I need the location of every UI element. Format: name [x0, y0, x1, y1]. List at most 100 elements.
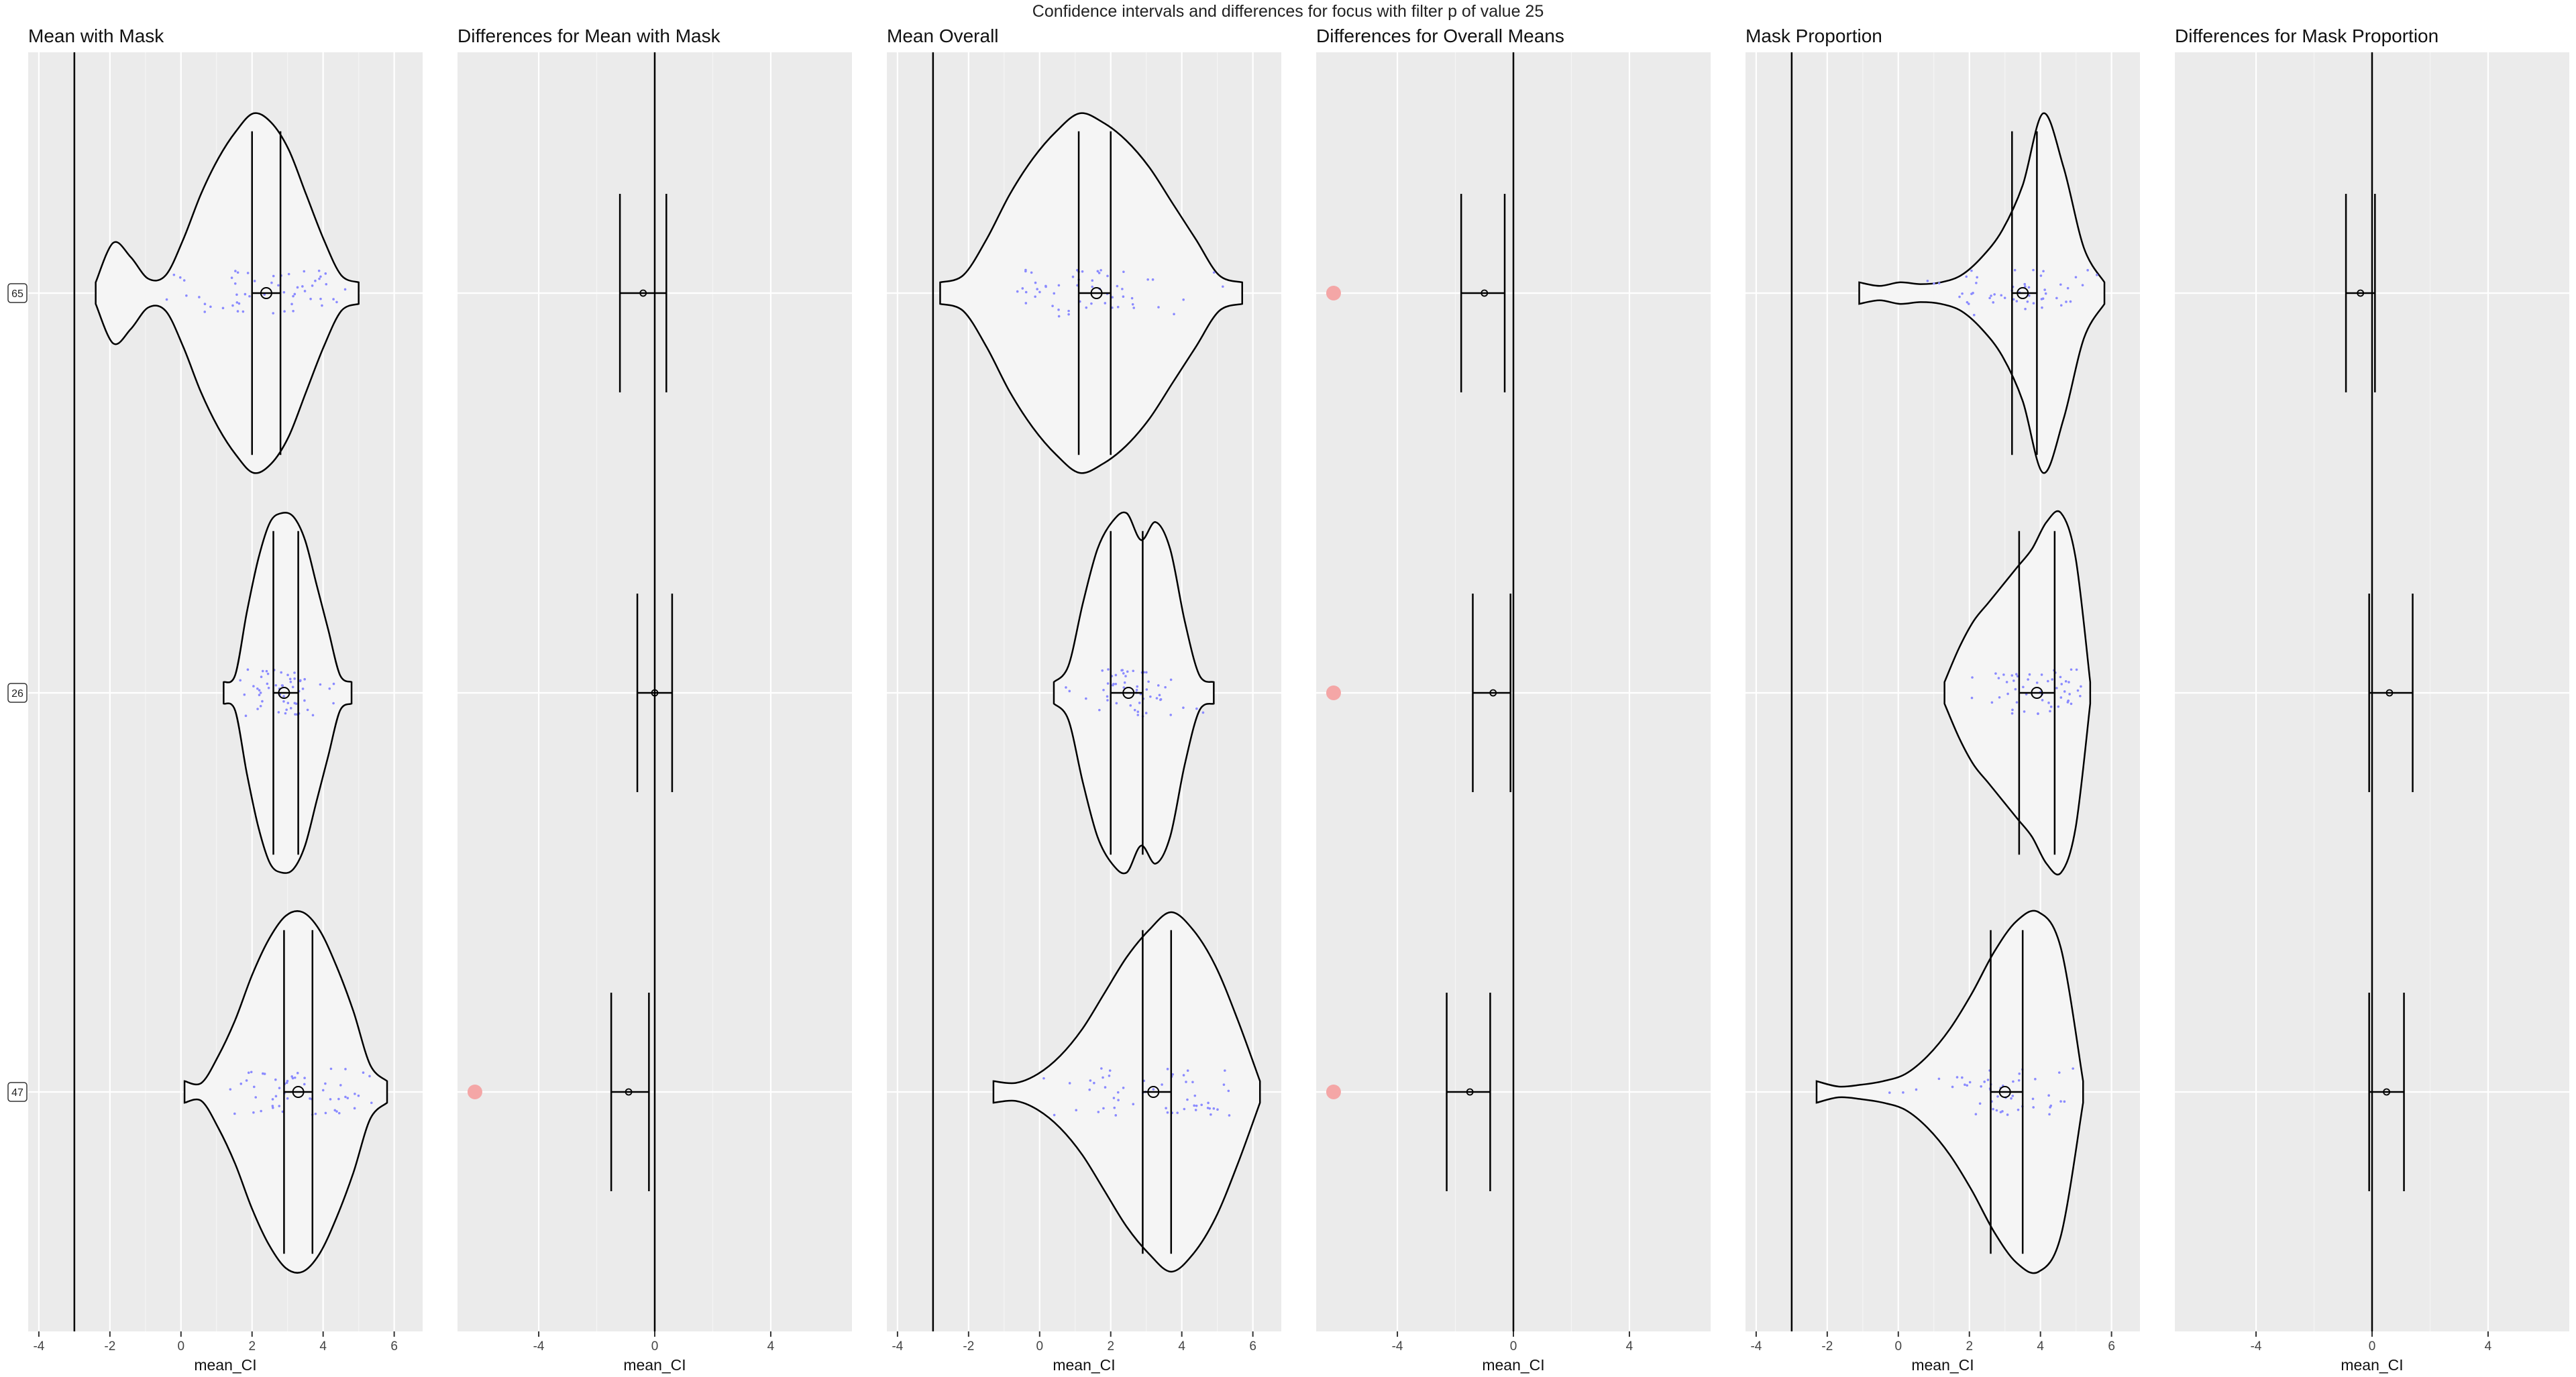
- jitter-point: [301, 687, 305, 690]
- jitter-point: [1216, 1108, 1219, 1111]
- jitter-point: [1088, 1088, 1091, 1091]
- jitter-point: [1121, 288, 1124, 290]
- jitter-point: [362, 1071, 365, 1075]
- jitter-point: [1130, 296, 1134, 300]
- jitter-point: [243, 693, 246, 696]
- jitter-point: [260, 675, 263, 678]
- jitter-point: [1994, 672, 1997, 675]
- jitter-point: [2027, 678, 2029, 681]
- panel-title: Differences for Mean with Mask: [458, 25, 721, 46]
- panel-5: Mask Proportion -4 -2 0 2 4 6 mean_CI: [1746, 25, 2140, 1374]
- violin-65: [1858, 112, 2106, 474]
- jitter-point: [1915, 1088, 1918, 1091]
- jitter-point: [1195, 707, 1198, 710]
- jitter-point: [1102, 1076, 1104, 1079]
- x-tick-label: 6: [2108, 1339, 2115, 1354]
- x-tick-label: 4: [2037, 1339, 2044, 1354]
- panel-title: Mask Proportion: [1746, 25, 1882, 46]
- jitter-point: [2006, 1113, 2009, 1116]
- jitter-point: [2011, 708, 2014, 712]
- jitter-point: [2023, 282, 2027, 286]
- jitter-point: [1089, 1079, 1092, 1082]
- jitter-point: [357, 1094, 360, 1097]
- jitter-point: [1151, 278, 1155, 281]
- jitter-point: [254, 1096, 258, 1099]
- jitter-point: [1201, 711, 1205, 714]
- jitter-point: [2012, 679, 2015, 682]
- jitter-point: [317, 270, 321, 272]
- jitter-point: [235, 301, 239, 304]
- jitter-point: [253, 280, 256, 282]
- panel-6: Differences for Mask Proportion -4 0 4 mean_…: [2175, 25, 2569, 1374]
- jitter-point: [286, 673, 289, 677]
- x-axis-label: mean_CI: [2341, 1356, 2403, 1374]
- jitter-point: [328, 687, 331, 690]
- jitter-point: [1182, 1074, 1185, 1077]
- jitter-point: [1222, 1083, 1226, 1086]
- jitter-point: [1117, 1099, 1120, 1101]
- jitter-point: [1113, 1106, 1116, 1109]
- jitter-point: [2037, 712, 2039, 715]
- jitter-point: [301, 285, 304, 288]
- jitter-point: [172, 273, 176, 276]
- jitter-point: [2059, 696, 2063, 699]
- jitter-point: [1974, 1113, 1978, 1115]
- jitter-point: [2051, 678, 2053, 681]
- jitter-point: [2018, 1072, 2021, 1075]
- jitter-point: [2068, 693, 2071, 696]
- jitter-point: [280, 671, 282, 674]
- interval-center: [651, 689, 659, 697]
- jitter-point: [319, 297, 322, 300]
- mean-point: [292, 1086, 305, 1098]
- jitter-point: [370, 1101, 373, 1105]
- x-tick-label: -4: [2251, 1339, 2262, 1354]
- jitter-point: [1106, 699, 1109, 702]
- jitter-point: [1106, 682, 1110, 685]
- x-tick-label: 0: [1036, 1339, 1043, 1354]
- violin-65: [95, 112, 360, 474]
- x-tick-label: 4: [767, 1339, 775, 1354]
- jitter-point: [1998, 696, 2001, 699]
- row-label: 26: [11, 688, 23, 700]
- jitter-point: [1114, 673, 1118, 677]
- jitter-point: [2015, 673, 2018, 675]
- jitter-point: [332, 702, 335, 705]
- jitter-point: [247, 1071, 250, 1075]
- jitter-point: [1996, 1095, 1999, 1098]
- jitter-point: [309, 297, 312, 300]
- mean-point: [1147, 1086, 1160, 1098]
- jitter-point: [1131, 302, 1134, 306]
- jitter-point: [1169, 714, 1173, 716]
- jitter-point: [1975, 282, 1978, 284]
- jitter-point: [1136, 710, 1140, 714]
- jitter-point: [1123, 681, 1126, 684]
- jitter-point: [203, 302, 207, 306]
- jitter-point: [1100, 1067, 1103, 1070]
- jitter-point: [1057, 284, 1061, 287]
- jitter-point: [2040, 673, 2043, 676]
- jitter-point: [1926, 279, 1929, 282]
- jitter-point: [258, 694, 261, 696]
- x-tick-label: 6: [390, 1339, 398, 1354]
- jitter-point: [1983, 1081, 1986, 1083]
- x-axis-label: mean_CI: [1911, 1356, 1974, 1374]
- jitter-point: [1024, 270, 1027, 273]
- jitter-point: [278, 1105, 281, 1107]
- jitter-point: [2057, 705, 2060, 708]
- jitter-point: [2028, 294, 2031, 297]
- interval-center: [1489, 689, 1497, 697]
- jitter-point: [1155, 697, 1159, 700]
- jitter-point: [2072, 1067, 2074, 1070]
- jitter-point: [1104, 302, 1107, 305]
- jitter-point: [1096, 270, 1099, 273]
- jitter-point: [2048, 1113, 2051, 1116]
- jitter-point: [1970, 696, 1974, 700]
- jitter-point: [282, 290, 286, 294]
- jitter-point: [1145, 671, 1148, 674]
- jitter-point: [2010, 712, 2014, 715]
- x-tick-label: 4: [319, 1339, 327, 1354]
- jitter-point: [285, 708, 288, 711]
- jitter-point: [2059, 304, 2063, 307]
- jitter-point: [1961, 292, 1964, 295]
- jitter-point: [2060, 683, 2063, 685]
